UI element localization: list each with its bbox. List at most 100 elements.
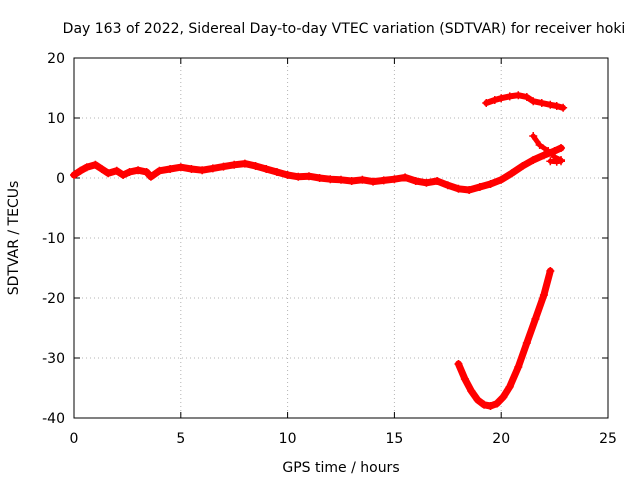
x-tick-label: 25 xyxy=(599,431,617,447)
data-point xyxy=(97,165,106,173)
data-point xyxy=(557,157,566,166)
data-point xyxy=(482,99,491,107)
data-point xyxy=(272,168,281,176)
data-point xyxy=(507,169,516,178)
data-point xyxy=(499,393,508,401)
data-point xyxy=(401,173,410,182)
data-point xyxy=(480,400,489,409)
data-point xyxy=(537,99,546,107)
data-point xyxy=(379,176,388,185)
data-point xyxy=(559,103,568,112)
data-point xyxy=(283,171,292,179)
data-point xyxy=(369,177,378,186)
data-point xyxy=(125,168,134,176)
data-point xyxy=(230,160,239,169)
x-tick-label: 10 xyxy=(279,431,297,447)
data-point xyxy=(529,156,538,164)
data-point xyxy=(544,147,553,155)
x-tick-label: 0 xyxy=(70,431,79,447)
data-point xyxy=(146,172,155,181)
data-point xyxy=(70,171,78,179)
data-point xyxy=(315,174,324,182)
data-point xyxy=(240,159,249,168)
data-point xyxy=(522,93,531,101)
data-point xyxy=(326,175,335,184)
x-tick-label: 20 xyxy=(492,431,510,447)
data-point xyxy=(251,162,260,170)
data-point xyxy=(535,141,544,149)
data-point xyxy=(473,396,482,404)
data-point xyxy=(546,100,555,109)
data-point xyxy=(539,151,548,160)
y-tick-label: 0 xyxy=(56,171,65,187)
x-tick-label: 15 xyxy=(385,431,403,447)
data-point xyxy=(142,168,151,176)
y-tick-label: -30 xyxy=(42,351,65,367)
data-point xyxy=(467,387,476,395)
data-point xyxy=(422,178,431,187)
data-point xyxy=(119,171,128,179)
data-point xyxy=(176,163,185,172)
data-point xyxy=(155,166,164,175)
data-point xyxy=(91,160,100,169)
data-point xyxy=(187,165,196,173)
data-point xyxy=(443,181,452,190)
data-point xyxy=(454,360,463,368)
data-point xyxy=(460,375,469,383)
data-point xyxy=(76,166,85,175)
y-tick-label: -20 xyxy=(42,291,65,307)
data-point xyxy=(82,163,91,172)
data-point xyxy=(546,267,555,275)
data-point xyxy=(539,291,548,299)
data-point xyxy=(529,97,538,106)
data-point xyxy=(358,175,367,184)
y-tick-label: 10 xyxy=(47,111,65,127)
data-point xyxy=(486,180,495,188)
data-point xyxy=(337,175,345,184)
data-point xyxy=(262,165,271,173)
data-point xyxy=(104,169,113,178)
data-point xyxy=(347,177,356,185)
data-point xyxy=(475,183,484,191)
data-point xyxy=(505,92,514,101)
data-point xyxy=(390,175,399,184)
data-point xyxy=(219,162,228,171)
data-point xyxy=(166,165,175,173)
y-axis-label: SDTVAR / TECUs xyxy=(6,181,22,296)
data-point xyxy=(531,315,540,323)
x-tick-label: 5 xyxy=(176,431,185,447)
data-point xyxy=(112,166,121,175)
data-point xyxy=(497,94,506,103)
data-point xyxy=(486,402,495,410)
data-point xyxy=(465,186,474,194)
data-point xyxy=(208,164,217,173)
data-point xyxy=(134,166,143,175)
data-point xyxy=(433,177,442,185)
data-point xyxy=(505,382,514,391)
data-point xyxy=(518,162,527,170)
axis-ticks: 0 5 10 15 20 25 -40 -30 -20 -10 0 10 20 xyxy=(42,51,617,447)
data-point xyxy=(492,399,501,408)
x-axis-label: GPS time / hours xyxy=(282,460,399,476)
data-point xyxy=(411,177,420,185)
data-point xyxy=(552,102,561,110)
data-point xyxy=(557,144,566,152)
data-series xyxy=(70,91,568,410)
data-point xyxy=(490,96,499,104)
y-tick-label: -40 xyxy=(42,411,65,427)
plot-frame xyxy=(73,57,609,419)
data-point xyxy=(514,91,523,100)
data-point xyxy=(304,172,313,181)
data-point xyxy=(514,363,523,371)
y-tick-label: -10 xyxy=(42,231,65,247)
y-tick-label: 20 xyxy=(47,51,65,67)
data-point xyxy=(294,172,303,181)
chart-title: Day 163 of 2022, Sidereal Day-to-day VTE… xyxy=(63,21,626,37)
data-point xyxy=(522,339,531,347)
series-line-lower-branch xyxy=(455,267,554,410)
data-point xyxy=(497,175,506,184)
data-point xyxy=(529,132,538,140)
data-point xyxy=(198,166,207,175)
